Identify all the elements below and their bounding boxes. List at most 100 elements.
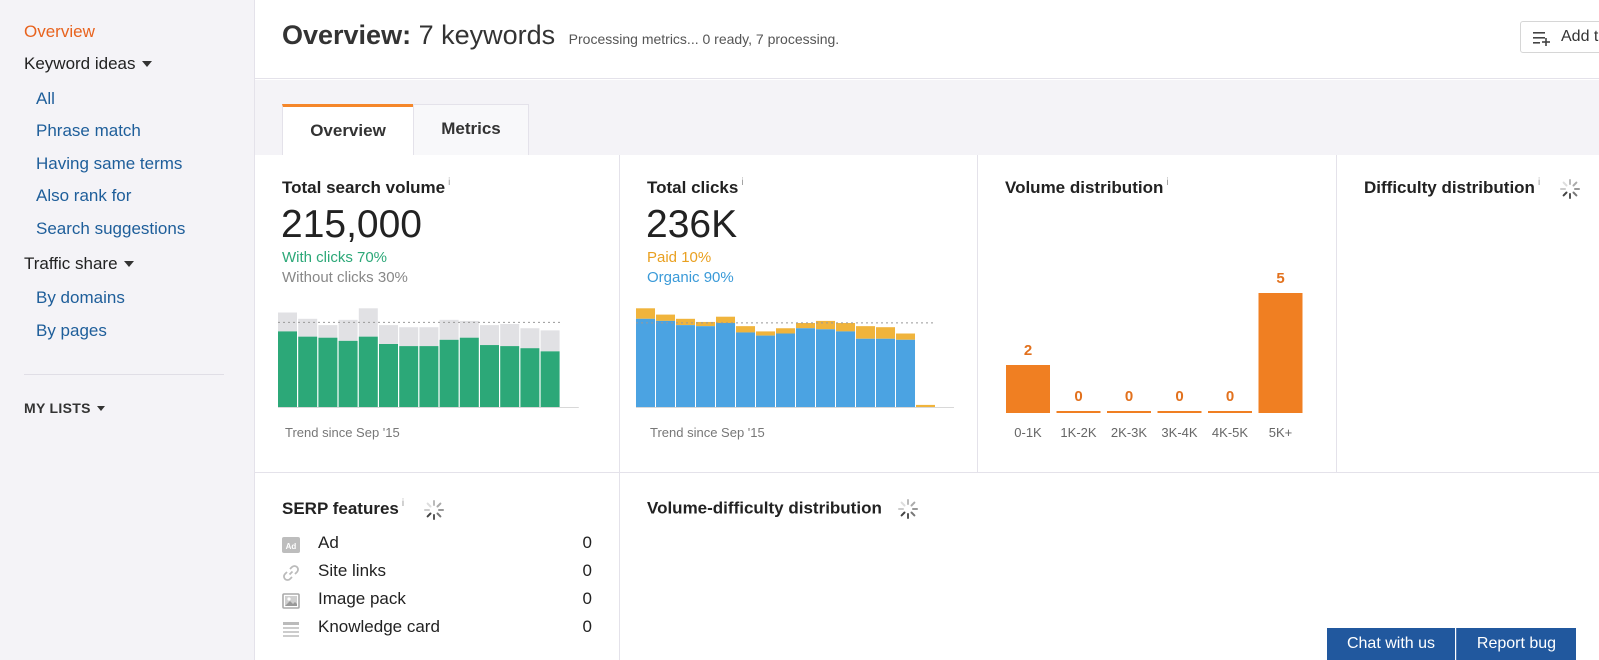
ad-icon: Ad (282, 537, 300, 553)
tabs-bar: Overview Metrics (255, 80, 1599, 155)
card-icon (283, 622, 299, 637)
bar-organic (896, 339, 915, 407)
image-icon (282, 593, 300, 609)
bar-without-clicks (318, 325, 338, 338)
panel-title: Total clicks i (647, 177, 744, 198)
panel-title: Volume distribution i (1005, 177, 1169, 198)
bar-paid (776, 328, 795, 334)
bar-paid (716, 316, 735, 323)
sidebar-item-overview[interactable]: Overview (24, 22, 95, 41)
info-icon[interactable]: i (1537, 177, 1541, 188)
bar-with-clicks (278, 331, 297, 407)
volume-bar-value: 0 (1125, 388, 1133, 405)
volume-distribution-chart: 2 0-1K 0 1K-2K 0 2K-3K 0 3K-4K 0 4K-5K 5 5K+ (1006, 270, 1303, 440)
organic-legend: Organic 90% (647, 269, 734, 286)
bar-with-clicks (399, 346, 419, 407)
sidebar-item-by-domains[interactable]: By domains (36, 288, 125, 307)
bar-organic (856, 338, 875, 407)
panel-title: Total search volume i (282, 177, 450, 198)
volume-bar-label: 1K-2K (1060, 425, 1096, 440)
volume-bar (1208, 411, 1252, 413)
info-icon[interactable]: i (741, 177, 744, 188)
serp-features-panel: SERP features i Ad Ad 0 Site (255, 473, 620, 660)
paid-legend: Paid 10% (647, 249, 712, 266)
with-clicks-legend: With clicks 70% (282, 249, 388, 266)
sidebar-item-keyword-ideas[interactable]: Keyword ideas (24, 54, 152, 74)
bar-without-clicks (338, 319, 358, 341)
bar-paid (736, 326, 755, 333)
sidebar-item-also-rank-for[interactable]: Also rank for (36, 186, 132, 205)
panel-title-text: Volume distribution (1005, 178, 1164, 197)
bar-organic (736, 332, 755, 407)
caret-down-icon (141, 61, 152, 67)
serp-feature-label: Site links (318, 561, 387, 580)
add-list-icon (1533, 32, 1550, 46)
serp-feature-site-links: Site links 0 (282, 561, 592, 585)
bar-organic (716, 323, 735, 407)
bar-paid (756, 331, 775, 336)
sidebar-item-traffic-share[interactable]: Traffic share (24, 254, 134, 274)
chat-with-us-button[interactable]: Chat with us (1327, 628, 1455, 660)
panel-title: Difficulty distribution i (1364, 177, 1581, 200)
bar-paid (796, 323, 815, 329)
bar-without-clicks (278, 312, 297, 332)
report-bug-button[interactable]: Report bug (1456, 628, 1576, 660)
add-to-list-button[interactable]: Add t (1520, 21, 1599, 53)
bar-organic (656, 320, 675, 407)
tab-overview[interactable]: Overview (282, 104, 414, 155)
bar-paid (676, 318, 695, 326)
panel-title-text: Difficulty distribution (1364, 178, 1535, 197)
volume-bar-value: 2 (1024, 342, 1032, 359)
bar-paid (836, 323, 855, 332)
bar-with-clicks (540, 351, 560, 407)
panel-title-text: Volume-difficulty distribution (647, 498, 882, 518)
bar-with-clicks (480, 345, 499, 407)
sidebar-item-search-suggestions[interactable]: Search suggestions (36, 219, 186, 238)
difficulty-distribution-panel: Difficulty distribution i (1337, 155, 1599, 473)
sidebar-item-all[interactable]: All (36, 89, 55, 108)
loading-spinner-icon (897, 499, 918, 519)
bar-organic (776, 333, 795, 407)
sidebar-item-phrase-match[interactable]: Phrase match (36, 121, 141, 140)
tab-metrics[interactable]: Metrics (413, 104, 529, 155)
sidebar-item-by-pages[interactable]: By pages (36, 321, 107, 340)
total-clicks-value: 236K (646, 203, 738, 246)
bar-organic (796, 328, 815, 407)
bar-with-clicks (439, 339, 459, 407)
loading-spinner-icon (423, 499, 444, 520)
sidebar-item-having-same-terms[interactable]: Having same terms (36, 154, 183, 173)
bar-without-clicks (540, 330, 560, 352)
total-search-volume-value: 215,000 (281, 203, 422, 246)
bar-with-clicks (379, 344, 398, 407)
info-icon[interactable]: i (1166, 177, 1169, 188)
bar-organic (676, 325, 695, 407)
page-title: Overview: 7 keywords Processing metrics.… (282, 20, 839, 51)
info-icon[interactable]: i (401, 498, 405, 509)
bar-organic (876, 338, 895, 407)
serp-feature-ad: Ad Ad 0 (282, 533, 592, 557)
bar-without-clicks (520, 328, 540, 349)
panel-title-text: Total clicks (647, 178, 739, 197)
volume-bar (1056, 411, 1101, 413)
bar-with-clicks (298, 336, 318, 407)
bar-paid (636, 308, 655, 319)
link-icon (283, 565, 299, 581)
serp-feature-label: Image pack (318, 589, 406, 608)
volume-bar-value: 5 (1276, 270, 1284, 287)
panel-title: Volume-difficulty distribution (647, 498, 919, 520)
my-lists-toggle[interactable]: MY LISTS (24, 400, 105, 416)
total-clicks-panel: Total clicks i 236K Paid 10% Organic 90% … (620, 155, 978, 473)
info-icon[interactable]: i (448, 177, 451, 188)
page-title-bold: Overview: (282, 20, 412, 50)
total-search-volume-panel: Total search volume i 215,000 With clicks… (255, 155, 620, 473)
volume-bar-label: 5K+ (1269, 425, 1293, 440)
sidebar-item-label: Traffic share (24, 254, 118, 273)
volume-bar-label: 0-1K (1014, 425, 1042, 440)
serp-feature-image-pack: Image pack 0 (282, 589, 592, 613)
bar-paid (656, 314, 675, 321)
bar-without-clicks (419, 327, 439, 347)
volume-bar-value: 0 (1074, 388, 1082, 405)
bar-organic (756, 335, 775, 407)
bar-with-clicks (419, 346, 439, 407)
panel-title-text: Total search volume (282, 178, 446, 197)
